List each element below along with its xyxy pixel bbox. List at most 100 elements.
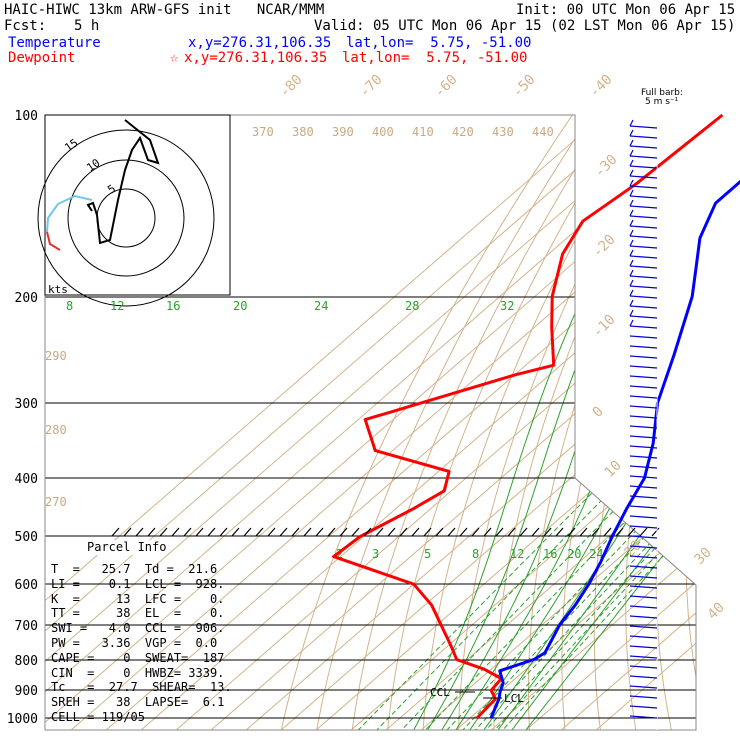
- hatch-mark: [375, 527, 384, 537]
- pressure-label: 700: [15, 619, 38, 634]
- hatch-mark: [159, 527, 168, 537]
- hatch-mark: [435, 527, 444, 537]
- wind-barb: [629, 475, 658, 479]
- theta-labels: 370 380 390 400 410 420 430 440 290 280 270: [45, 125, 554, 509]
- wind-barb: [629, 135, 658, 139]
- dewpoint-profile: [332, 113, 724, 720]
- dry-adiabat: [351, 115, 627, 730]
- mixing-ratio-line: [493, 402, 696, 730]
- dewpoint-latlon: lat,lon= 5.75, -51.00: [342, 50, 528, 66]
- wind-barb-flag: [629, 169, 634, 177]
- parcel-row: TT = 38 EL = 0.: [51, 606, 225, 621]
- theta-label: 420: [452, 125, 474, 139]
- isotherm-label: -40: [587, 72, 616, 101]
- hatch-mark: [195, 527, 204, 537]
- hatch-mark: [171, 527, 180, 537]
- moist-adiabat: [426, 282, 611, 730]
- theta-label: 370: [252, 125, 274, 139]
- parcel-info-title: Parcel Info: [87, 540, 167, 555]
- wind-barb: [629, 635, 658, 639]
- dry-adiabat: [625, 115, 696, 730]
- lcl-label: LCL: [504, 692, 524, 705]
- wind-barb-flag: [629, 209, 634, 217]
- hatch-mark: [531, 527, 540, 537]
- isotherm: [104, 115, 696, 730]
- dry-adiabat: [685, 115, 696, 730]
- wind-barb: [629, 225, 658, 229]
- theta-label-left: 270: [45, 495, 67, 509]
- moist-adiabat: [412, 282, 590, 730]
- wind-barb: [629, 175, 658, 179]
- temperature-legend: Temperature: [8, 35, 101, 51]
- isotherm: [594, 115, 696, 730]
- hatch-mark: [243, 527, 252, 537]
- hatch-mark: [351, 527, 360, 537]
- valid-time: Valid: 05 UTC Mon 06 Apr 15 (02 LST Mon …: [314, 18, 736, 34]
- wind-barb: [629, 575, 658, 579]
- hatch-mark: [219, 527, 228, 537]
- theta-label: 440: [532, 125, 554, 139]
- ccl-label: CCL: [430, 686, 450, 699]
- mixing-ratio-labels: 8 12 16 20 24 28 32 2 3 5 8 12 16 20 24: [66, 299, 603, 561]
- parcel-row: PW = 3.36 VGP = 0.0: [51, 636, 218, 650]
- wind-barb-flag: [629, 129, 634, 137]
- level-markers: CCL LCL: [430, 686, 524, 705]
- isotherm: [349, 115, 696, 730]
- hatch-mark: [603, 527, 612, 537]
- wind-barb: [629, 265, 658, 269]
- wind-barb: [629, 665, 658, 669]
- mixing-label-lower: 2: [336, 547, 343, 561]
- wind-barb: [629, 355, 658, 359]
- hatch-mark: [111, 527, 120, 537]
- isotherm: [559, 115, 696, 730]
- parcel-row: SWI = 4.0 CCL = 906.: [51, 621, 225, 636]
- isotherm-label: -20: [590, 232, 619, 261]
- moist-adiabat: [510, 282, 696, 730]
- hatch-mark: [555, 527, 564, 537]
- wind-barb: [629, 325, 658, 329]
- isotherm-label: -60: [432, 72, 461, 101]
- parcel-row: CIN = 0 HWBZ= 3339.: [51, 665, 225, 680]
- pressure-label: 800: [15, 654, 38, 669]
- wind-barb: [629, 655, 658, 659]
- hatch-mark: [327, 527, 336, 537]
- dry-adiabat: [387, 115, 645, 730]
- mixing-ratio-line: [484, 402, 696, 730]
- wind-barb-flag: [629, 179, 634, 187]
- hatch-mark: [399, 527, 408, 537]
- hatch-mark: [459, 527, 468, 537]
- wind-barb-flag: [629, 139, 634, 147]
- wind-barb: [629, 585, 658, 589]
- mixing-label: 8: [66, 299, 73, 313]
- hatch-mark: [267, 527, 276, 537]
- isotherm-labels: -80 -70 -60 -50 -40 -30 -20 -10 0 10 20 30 40: [277, 72, 728, 623]
- isotherm: [384, 115, 696, 730]
- wind-barb: [629, 275, 658, 279]
- wind-barb: [629, 245, 658, 249]
- wind-barb: [629, 385, 658, 389]
- wind-barb: [629, 425, 658, 429]
- wind-barb: [629, 415, 658, 419]
- hatch-mark: [123, 527, 132, 537]
- theta-label: 400: [372, 125, 394, 139]
- wind-barb: [629, 145, 658, 149]
- wind-barb-flag: [629, 299, 634, 307]
- wind-barb-flag: [629, 149, 634, 157]
- wind-barb: [629, 205, 658, 209]
- hatch-mark: [387, 527, 396, 537]
- init-time: Init: 00 UTC Mon 06 Apr 15: [516, 2, 736, 18]
- isotherm: [524, 115, 696, 730]
- barb-legend-line1: Full barb:: [641, 88, 683, 98]
- mixing-ratio-line: [501, 402, 696, 730]
- hatch-mark: [315, 527, 324, 537]
- hatch-mark: [639, 527, 648, 537]
- wind-barb: [629, 625, 658, 629]
- wind-barb: [629, 715, 658, 719]
- isotherm-label: -10: [590, 312, 619, 341]
- isotherm: [454, 115, 696, 730]
- wind-barb: [629, 285, 658, 289]
- wind-barb-flag: [629, 219, 634, 227]
- isotherm: [489, 115, 696, 730]
- hatch-mark: [447, 527, 456, 537]
- isotherm-label: 0: [590, 404, 607, 421]
